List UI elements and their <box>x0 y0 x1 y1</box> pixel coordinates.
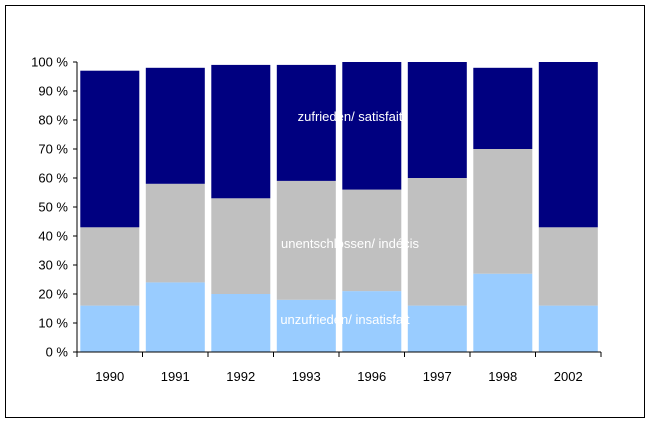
bar-segment-1992-series-0 <box>211 294 271 352</box>
x-tick-label: 1992 <box>226 369 255 384</box>
y-tick-label: 60 % <box>38 171 68 186</box>
bars-group <box>80 62 598 352</box>
axes-group <box>73 61 602 357</box>
bar-segment-1992-series-2 <box>211 64 271 199</box>
bar-segment-1997-series-2 <box>407 62 467 178</box>
y-tick-label: 10 % <box>38 316 68 331</box>
bar-segment-1991-series-0 <box>145 282 205 352</box>
y-tick-label: 50 % <box>38 200 68 215</box>
bar-segment-1992-series-1 <box>211 198 271 294</box>
x-tick-label: 1998 <box>488 369 517 384</box>
bar-segment-1990-series-1 <box>80 227 140 306</box>
x-tick-label: 1997 <box>423 369 452 384</box>
y-tick-labels: 0 % 10 % 20 % 30 % 40 % 50 % 60 % 70 % 80 % 90 % 1… <box>31 55 68 360</box>
y-tick-label: 30 % <box>38 258 68 273</box>
series-label-satisfied: zufrieden/ satisfait <box>298 109 403 124</box>
y-tick-label: 80 % <box>38 113 68 128</box>
series-labels: zufrieden/ satisfait unentschlossen/ ind… <box>280 109 419 327</box>
bar-segment-2002-series-2 <box>538 62 598 228</box>
bar-segment-1996-series-0 <box>342 291 402 352</box>
bar-segment-1998-series-0 <box>473 273 533 352</box>
series-label-unsatisfied: unzufrieden/ insatisfait <box>280 312 410 327</box>
y-tick-label: 20 % <box>38 287 68 302</box>
x-tick-label: 2002 <box>554 369 583 384</box>
y-tick-label: 100 % <box>31 55 68 70</box>
bar-segment-1993-series-1 <box>276 180 336 300</box>
bar-segment-1996-series-1 <box>342 189 402 292</box>
y-tick-label: 70 % <box>38 142 68 157</box>
x-tick-label: 1991 <box>161 369 190 384</box>
bar-segment-1998-series-2 <box>473 67 533 149</box>
bar-segment-1991-series-1 <box>145 183 205 283</box>
bar-segment-2002-series-1 <box>538 227 598 306</box>
bar-segment-1998-series-1 <box>473 149 533 274</box>
y-tick-label: 0 % <box>46 345 69 360</box>
bar-segment-1997-series-0 <box>407 305 467 352</box>
bar-segment-1993-series-2 <box>276 64 336 181</box>
x-tick-label: 1990 <box>95 369 124 384</box>
bar-segment-1993-series-0 <box>276 299 336 352</box>
bar-segment-1991-series-2 <box>145 67 205 184</box>
bar-segment-1990-series-2 <box>80 70 140 228</box>
bar-segment-1996-series-2 <box>342 62 402 190</box>
bar-segment-2002-series-0 <box>538 305 598 352</box>
bar-segment-1990-series-0 <box>80 305 140 352</box>
bar-segment-1997-series-1 <box>407 178 467 306</box>
y-tick-label: 90 % <box>38 84 68 99</box>
x-tick-label: 1993 <box>292 369 321 384</box>
series-label-undecided: unentschlossen/ indécis <box>281 236 420 251</box>
y-tick-label: 40 % <box>38 229 68 244</box>
x-tick-label: 1996 <box>357 369 386 384</box>
x-tick-labels: 1990 1991 1992 1993 1996 1997 1998 2002 <box>95 369 582 384</box>
